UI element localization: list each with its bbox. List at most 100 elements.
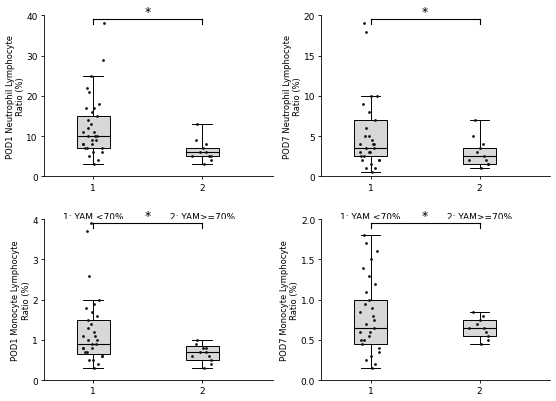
Point: [198, 146, 207, 152]
Point: [368, 142, 377, 148]
Point: [93, 313, 102, 319]
Text: *: *: [145, 209, 151, 222]
Point: [92, 337, 101, 343]
Point: [84, 337, 93, 343]
Point: [356, 337, 365, 343]
Point: [92, 341, 101, 347]
Point: [484, 333, 493, 339]
Point: [367, 93, 376, 100]
Point: [366, 353, 375, 359]
Point: [85, 89, 93, 96]
Point: [375, 349, 384, 355]
Point: [369, 146, 378, 152]
Point: [92, 134, 101, 140]
Point: [366, 162, 375, 168]
Point: [367, 257, 376, 263]
Point: [81, 146, 90, 152]
Point: [84, 317, 93, 323]
Bar: [186, 346, 219, 360]
Point: [88, 138, 97, 144]
Point: [362, 241, 371, 247]
Point: [93, 113, 102, 120]
Point: [365, 150, 374, 156]
Point: [97, 146, 106, 152]
Point: [90, 130, 99, 136]
Bar: [186, 149, 219, 157]
Point: [477, 341, 486, 347]
Point: [82, 146, 91, 152]
Point: [479, 313, 488, 319]
Point: [368, 138, 376, 144]
Point: [482, 329, 491, 335]
Y-axis label: POD7 Monocyte Lymphocyte
Ratio (%): POD7 Monocyte Lymphocyte Ratio (%): [280, 240, 300, 360]
Point: [364, 5, 373, 12]
Point: [364, 134, 373, 140]
Text: 1: YAM <70%: 1: YAM <70%: [63, 212, 123, 221]
Point: [205, 154, 214, 160]
Point: [362, 29, 371, 36]
Point: [364, 297, 373, 303]
Point: [84, 154, 93, 160]
Point: [372, 249, 381, 255]
Point: [95, 101, 104, 108]
Point: [97, 353, 106, 359]
Point: [92, 138, 101, 144]
Point: [95, 297, 104, 303]
Point: [83, 229, 92, 235]
Point: [89, 357, 98, 363]
Point: [356, 309, 365, 315]
Point: [88, 341, 97, 347]
Bar: [77, 320, 110, 354]
Point: [365, 150, 374, 156]
Bar: [354, 300, 387, 344]
Point: [201, 345, 210, 351]
Point: [370, 142, 379, 148]
Point: [206, 361, 215, 367]
Point: [87, 321, 96, 327]
Point: [356, 329, 365, 335]
Point: [484, 162, 493, 168]
Point: [358, 158, 367, 164]
Point: [193, 337, 202, 343]
Point: [84, 134, 93, 140]
Point: [360, 154, 369, 160]
Point: [84, 117, 93, 124]
Point: [475, 317, 484, 323]
Point: [83, 325, 92, 331]
Point: [87, 345, 96, 351]
Point: [361, 146, 370, 152]
Point: [195, 150, 204, 156]
Point: [191, 341, 200, 347]
Point: [371, 166, 380, 172]
Point: [370, 281, 379, 287]
Point: [365, 109, 374, 116]
Point: [375, 345, 384, 351]
Point: [78, 130, 87, 136]
Y-axis label: POD1 Neutrophil Lymphocyte
Ratio (%): POD1 Neutrophil Lymphocyte Ratio (%): [6, 35, 25, 158]
Point: [465, 158, 474, 164]
Point: [361, 289, 370, 295]
Point: [370, 117, 379, 124]
Point: [93, 361, 102, 367]
Point: [370, 317, 379, 323]
Point: [367, 170, 376, 176]
Bar: [77, 117, 110, 149]
Point: [200, 365, 208, 371]
Point: [369, 325, 378, 331]
Point: [371, 361, 380, 367]
Point: [473, 321, 481, 327]
Point: [91, 134, 100, 140]
Point: [81, 305, 90, 311]
Point: [356, 142, 365, 148]
Point: [206, 158, 215, 164]
Point: [469, 309, 478, 315]
Point: [87, 309, 96, 315]
Point: [193, 122, 202, 128]
Point: [206, 357, 215, 363]
Point: [360, 337, 369, 343]
Point: [205, 353, 214, 359]
Point: [202, 150, 211, 156]
Point: [361, 134, 370, 140]
Point: [356, 150, 365, 156]
Point: [356, 154, 365, 160]
